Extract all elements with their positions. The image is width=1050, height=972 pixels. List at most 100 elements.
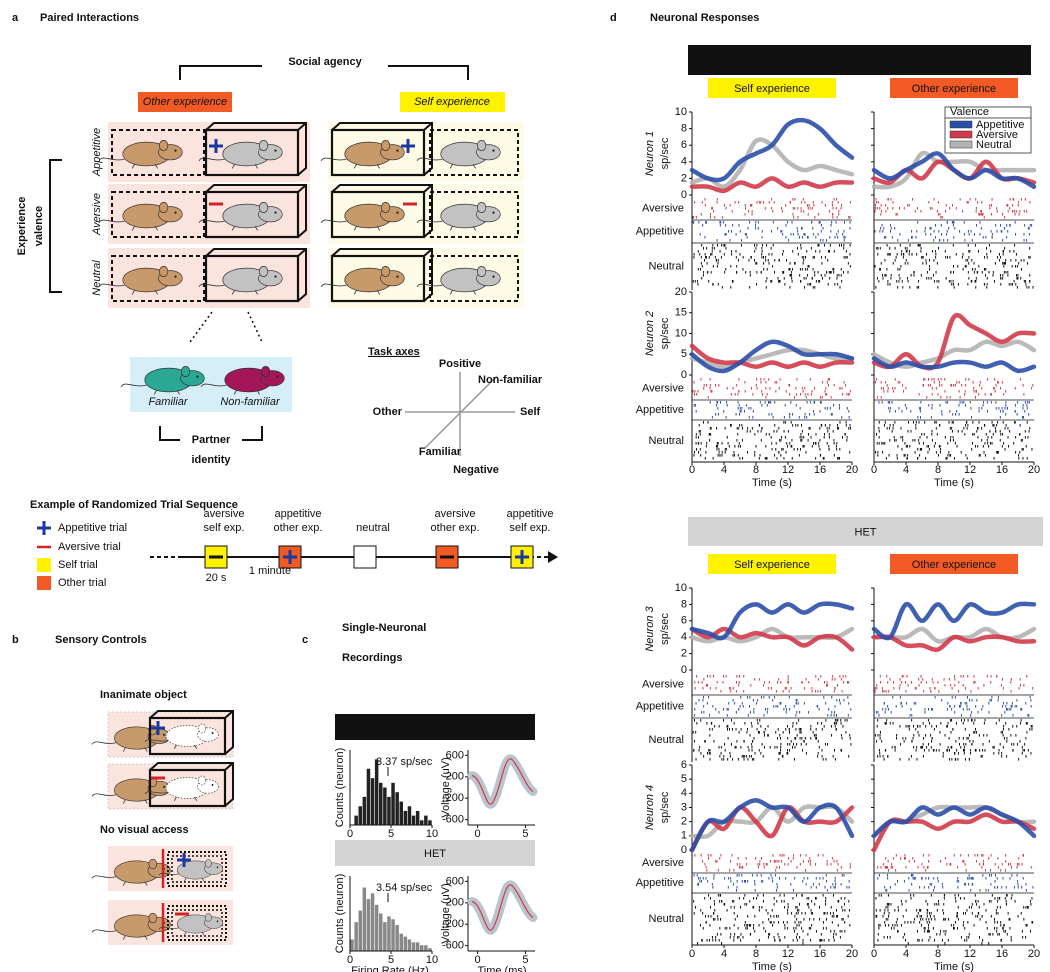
mouse-illustration	[320, 140, 405, 169]
mouse-tail	[91, 793, 117, 797]
panel-title: Single-Neuronal	[342, 622, 426, 634]
y-tick-label: 600	[446, 749, 464, 761]
group-label: HET	[424, 848, 446, 860]
mouse-tail	[416, 283, 443, 288]
response-line	[871, 356, 1037, 374]
x-tick-label: 4	[721, 464, 727, 476]
mouse-tail	[320, 157, 347, 162]
duration-label: 20 s	[206, 572, 227, 584]
axis-label: Negative	[453, 464, 499, 476]
y-tick-label: 1	[681, 830, 687, 842]
histogram-bar	[350, 939, 354, 951]
x-tick-label: 12	[782, 464, 794, 476]
mouse-illustration	[120, 366, 205, 395]
x-tick-label: 8	[753, 948, 759, 960]
box	[138, 92, 232, 112]
y-tick-label: 0	[681, 189, 687, 201]
x-tick-label: 8	[753, 464, 759, 476]
mouse-legs	[353, 225, 381, 231]
mouse-eye	[396, 211, 399, 214]
mouse-tail	[158, 926, 179, 930]
response-line	[689, 343, 855, 369]
y-tick-label: 4	[681, 787, 687, 799]
mouse-ear	[259, 140, 269, 151]
neuron-label: Neuron 2	[644, 311, 656, 356]
panel-letter: d	[610, 12, 617, 24]
mouse-illustration	[320, 266, 405, 295]
interval-label: 1 minute	[249, 565, 291, 577]
x-tick-label: 5	[388, 954, 394, 966]
mouse-eye	[216, 920, 219, 923]
mouse-illustration	[416, 202, 501, 231]
mouse-legs	[231, 163, 259, 169]
panel-letter: a	[12, 12, 19, 24]
response-line	[871, 151, 1037, 189]
x-tick-label: 0	[475, 828, 481, 840]
y-tick-label: 10	[675, 582, 687, 594]
mouse-illustration	[144, 775, 219, 801]
bracket-label: Social agency	[288, 56, 362, 68]
mouse-tail	[198, 157, 225, 162]
condition-title: Inanimate object	[100, 689, 187, 701]
histogram-bar	[387, 796, 391, 825]
cage-depth	[205, 248, 307, 302]
histogram-bar	[387, 916, 391, 951]
trial-label: other exp.	[431, 522, 480, 534]
mouse-eye	[174, 275, 177, 278]
mouse-tail	[98, 219, 125, 224]
y-tick-label: 8	[681, 123, 687, 135]
raster-label: Neutral	[649, 734, 684, 746]
panel-title: Sensory Controls	[55, 634, 147, 646]
mouse-illustration	[416, 266, 501, 295]
x-tick-label: 10	[426, 828, 438, 840]
cage	[429, 129, 519, 176]
histogram-bar	[383, 922, 387, 951]
legend-label: Appetitive	[976, 119, 1024, 131]
mouse-eye	[396, 275, 399, 278]
x-tick-label: 4	[903, 948, 909, 960]
axis-label: Familiar	[419, 446, 462, 458]
x-tick-label: 0	[689, 948, 695, 960]
histogram-bar	[366, 899, 371, 951]
mouse-eye	[492, 149, 495, 152]
row-label: Appetitive	[91, 128, 103, 177]
neuron-label: Neuron 4	[644, 785, 656, 830]
mouse-illustration	[144, 723, 219, 749]
mouse-eye	[174, 149, 177, 152]
cage	[330, 128, 426, 177]
mouse-illustration	[98, 202, 183, 231]
axis-title: Time (s)	[752, 477, 792, 489]
y-tick-label: 8	[681, 598, 687, 610]
panel-letter: c	[302, 634, 308, 646]
y-tick-label: 15	[675, 307, 687, 319]
x-tick-label: 8	[935, 464, 941, 476]
mouse-ear	[159, 140, 169, 151]
cage-depth	[149, 762, 234, 807]
cage	[171, 909, 223, 937]
y-tick-label: 2	[681, 816, 687, 828]
mouse-eye	[211, 784, 214, 786]
x-tick-label: 5	[522, 828, 528, 840]
response-line	[689, 117, 855, 183]
y-tick-label: -600	[442, 940, 464, 952]
unit-label: sp/sec	[659, 137, 671, 169]
condition-label: Self experience	[734, 559, 810, 571]
cage	[148, 768, 227, 808]
x-tick-label: 20	[846, 464, 858, 476]
mouse-ear	[148, 912, 158, 924]
mouse-legs	[184, 877, 205, 882]
axis-label: Non-familiar	[478, 374, 543, 386]
mouse-eye	[274, 275, 277, 278]
x-tick-label: 8	[935, 948, 941, 960]
x-tick-label: 20	[1028, 464, 1040, 476]
cage	[148, 716, 227, 756]
mouse-ear	[204, 859, 212, 868]
y-tick-label: -200	[442, 792, 464, 804]
panel-letter: b	[12, 634, 19, 646]
group-banner	[335, 714, 535, 740]
y-tick-label: 2	[681, 172, 687, 184]
mouse-tail	[144, 791, 168, 795]
raster-label: Aversive	[642, 857, 684, 869]
rate-label: 3.54 sp/sec	[376, 882, 433, 894]
mouse-legs	[231, 289, 259, 295]
